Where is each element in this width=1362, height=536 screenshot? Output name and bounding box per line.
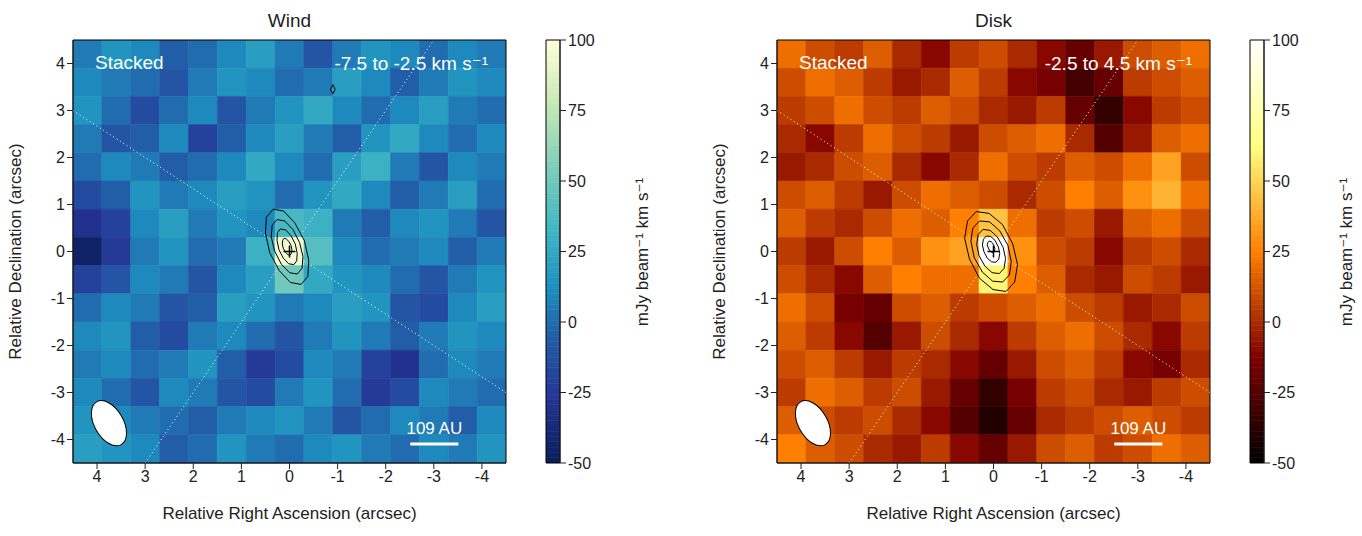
svg-text:Relative Right Ascension (arcs: Relative Right Ascension (arcsec) bbox=[866, 504, 1120, 523]
html-text:-2.5 to 4.5 km s⁻¹: -2.5 to 4.5 km s⁻¹ bbox=[1044, 53, 1192, 74]
svg-text:-2: -2 bbox=[1083, 468, 1097, 485]
svg-text:-3: -3 bbox=[51, 384, 65, 401]
svg-text:0: 0 bbox=[1272, 314, 1281, 331]
svg-text:109 AU: 109 AU bbox=[1110, 419, 1166, 438]
svg-text:75: 75 bbox=[568, 102, 586, 119]
svg-text:Relative Declination (arcsec): Relative Declination (arcsec) bbox=[6, 143, 25, 359]
svg-text:-1: -1 bbox=[330, 468, 344, 485]
svg-text:1: 1 bbox=[760, 196, 769, 213]
svg-text:-2: -2 bbox=[379, 468, 393, 485]
svg-text:4: 4 bbox=[760, 55, 769, 72]
svg-text:3: 3 bbox=[141, 468, 150, 485]
svg-text:-1: -1 bbox=[51, 290, 65, 307]
svg-text:-4: -4 bbox=[475, 468, 489, 485]
svg-text:4: 4 bbox=[56, 55, 65, 72]
svg-text:-25: -25 bbox=[568, 384, 591, 401]
svg-text:-2: -2 bbox=[51, 337, 65, 354]
svg-text:0: 0 bbox=[760, 243, 769, 260]
html-text:Disk: Disk bbox=[975, 10, 1012, 31]
svg-text:50: 50 bbox=[1272, 173, 1290, 190]
html-text:-7.5 to -2.5 km s⁻¹: -7.5 to -2.5 km s⁻¹ bbox=[334, 53, 488, 74]
svg-text:-4: -4 bbox=[51, 431, 65, 448]
html-text:Stacked: Stacked bbox=[95, 52, 164, 73]
svg-text:2: 2 bbox=[893, 468, 902, 485]
svg-text:1: 1 bbox=[941, 468, 950, 485]
svg-text:2: 2 bbox=[189, 468, 198, 485]
svg-text:Relative Right Ascension (arcs: Relative Right Ascension (arcsec) bbox=[162, 504, 416, 523]
svg-text:2: 2 bbox=[56, 149, 65, 166]
svg-text:0: 0 bbox=[568, 314, 577, 331]
svg-text:2: 2 bbox=[760, 149, 769, 166]
svg-text:-50: -50 bbox=[1272, 455, 1295, 472]
svg-text:1: 1 bbox=[237, 468, 246, 485]
svg-text:0: 0 bbox=[989, 468, 998, 485]
html-text:mJy beam⁻¹ km s⁻¹: mJy beam⁻¹ km s⁻¹ bbox=[632, 177, 652, 326]
svg-text:4: 4 bbox=[797, 468, 806, 485]
svg-text:-4: -4 bbox=[1179, 468, 1193, 485]
svg-text:0: 0 bbox=[56, 243, 65, 260]
html-text:mJy beam⁻¹ km s⁻¹: mJy beam⁻¹ km s⁻¹ bbox=[1336, 177, 1356, 326]
svg-text:25: 25 bbox=[1272, 243, 1290, 260]
svg-text:-3: -3 bbox=[427, 468, 441, 485]
html-text:Stacked: Stacked bbox=[799, 52, 868, 73]
svg-text:-2: -2 bbox=[755, 337, 769, 354]
svg-text:50: 50 bbox=[568, 173, 586, 190]
svg-text:-3: -3 bbox=[755, 384, 769, 401]
svg-text:-3: -3 bbox=[1131, 468, 1145, 485]
svg-text:4: 4 bbox=[93, 468, 102, 485]
svg-text:3: 3 bbox=[760, 102, 769, 119]
svg-text:100: 100 bbox=[1272, 32, 1299, 49]
svg-text:3: 3 bbox=[845, 468, 854, 485]
svg-text:1: 1 bbox=[56, 196, 65, 213]
svg-text:Relative Declination (arcsec): Relative Declination (arcsec) bbox=[710, 143, 729, 359]
svg-text:-25: -25 bbox=[1272, 384, 1295, 401]
svg-text:100: 100 bbox=[568, 32, 595, 49]
svg-text:-4: -4 bbox=[755, 431, 769, 448]
svg-text:-1: -1 bbox=[755, 290, 769, 307]
svg-text:3: 3 bbox=[56, 102, 65, 119]
html-text:Wind: Wind bbox=[267, 10, 312, 31]
svg-text:0: 0 bbox=[285, 468, 294, 485]
svg-text:25: 25 bbox=[568, 243, 586, 260]
svg-text:-1: -1 bbox=[1034, 468, 1048, 485]
svg-text:-50: -50 bbox=[568, 455, 591, 472]
svg-text:109 AU: 109 AU bbox=[406, 419, 462, 438]
svg-text:75: 75 bbox=[1272, 102, 1290, 119]
